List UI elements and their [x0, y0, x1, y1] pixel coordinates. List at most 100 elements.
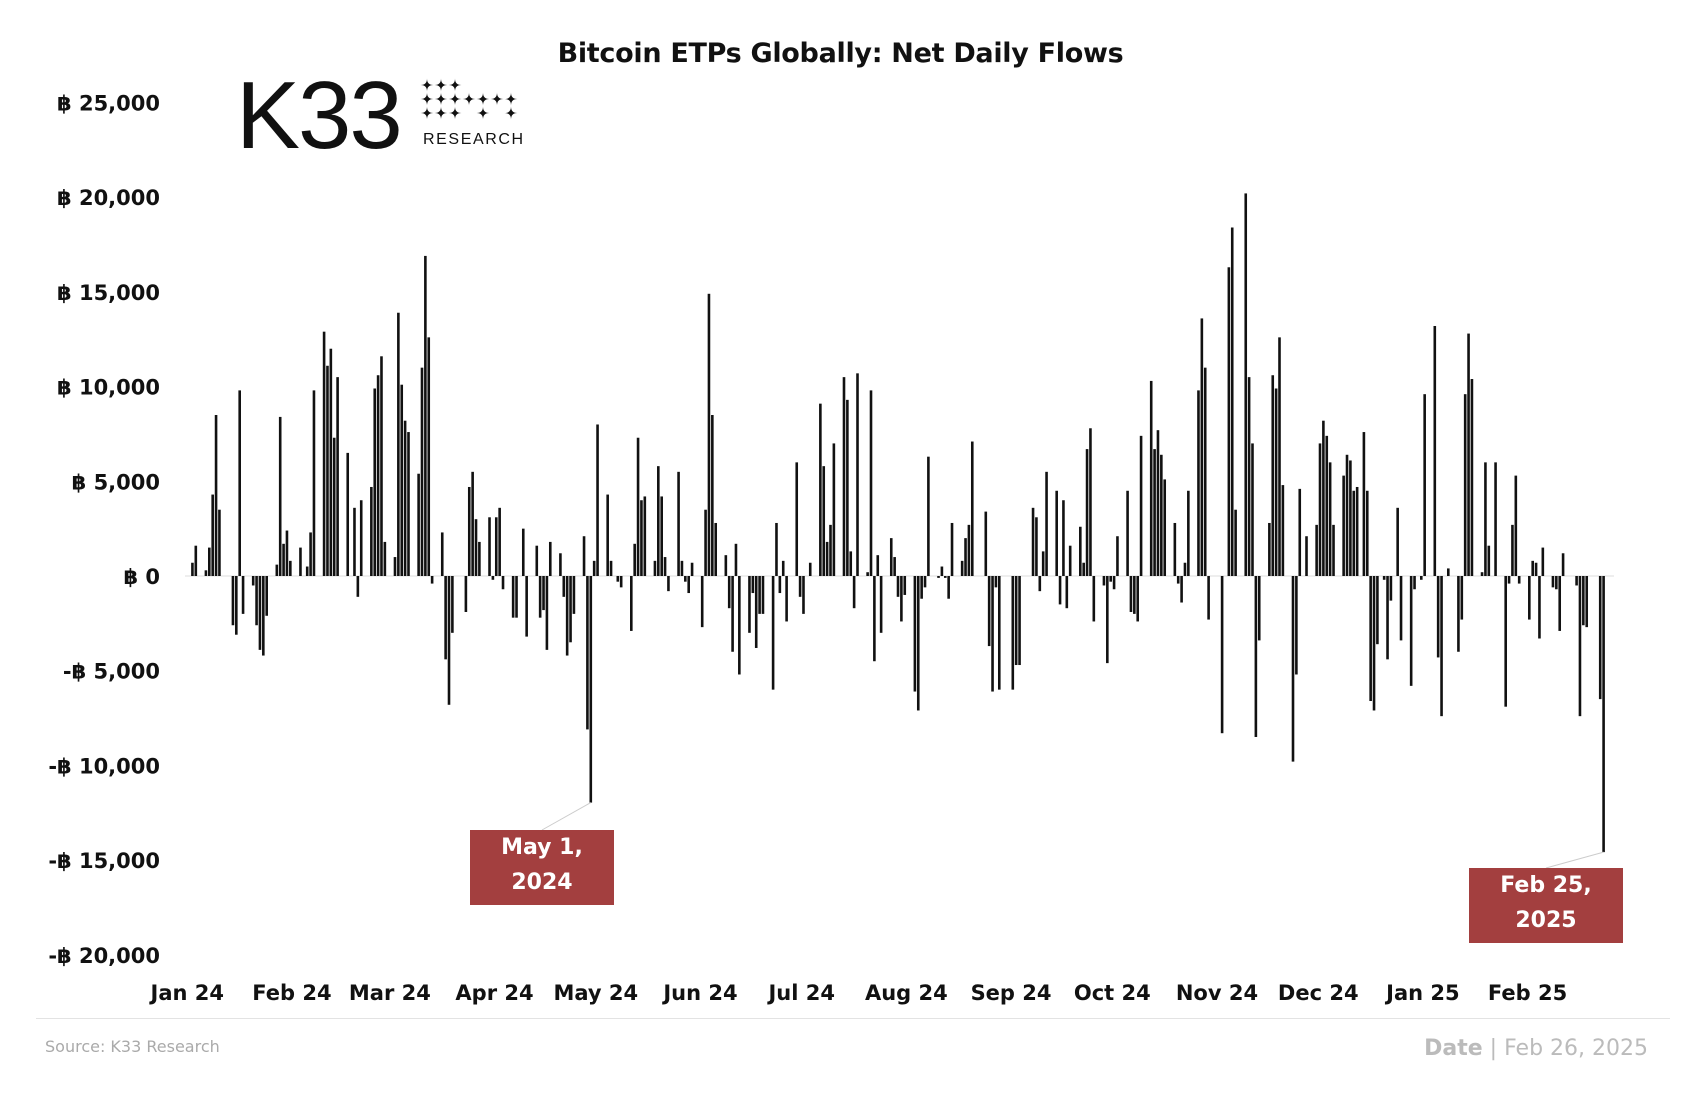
- bar: [1433, 325, 1437, 576]
- bar: [1470, 379, 1474, 576]
- bar: [353, 507, 356, 576]
- bar: [1079, 526, 1082, 576]
- bar: [289, 560, 292, 576]
- date-value: Feb 26, 2025: [1504, 1036, 1648, 1061]
- bar: [1602, 576, 1605, 853]
- bar: [1561, 553, 1565, 576]
- x-tick-label: Aug 24: [865, 981, 948, 1005]
- bar: [724, 555, 728, 576]
- bar: [819, 403, 822, 576]
- bar: [1376, 576, 1379, 645]
- bar: [596, 424, 599, 576]
- bar: [802, 576, 805, 614]
- bar: [1011, 576, 1015, 690]
- bar: [761, 576, 765, 614]
- bar: [1342, 475, 1345, 576]
- bar: [262, 576, 265, 656]
- bar: [258, 576, 262, 650]
- bar: [397, 312, 400, 576]
- bar: [282, 543, 285, 576]
- bar: [1332, 524, 1335, 576]
- bar: [1092, 576, 1096, 622]
- logo-diamond: [462, 92, 476, 106]
- bar: [1558, 576, 1562, 631]
- bar: [373, 388, 377, 576]
- logo-wordmark: K33: [236, 62, 403, 169]
- bar: [336, 377, 339, 576]
- bar: [1362, 432, 1366, 576]
- bar: [822, 466, 826, 576]
- bar: [1160, 454, 1163, 576]
- bar: [332, 437, 336, 576]
- bar: [1278, 337, 1281, 576]
- bar: [444, 576, 447, 660]
- bar: [1163, 479, 1167, 576]
- bar: [1325, 435, 1329, 576]
- bar: [643, 496, 647, 576]
- bar: [937, 576, 940, 578]
- logo-diamond: [490, 92, 504, 106]
- bar: [704, 509, 707, 576]
- bar: [430, 576, 434, 584]
- logo-diamond: [420, 78, 434, 92]
- footer-divider: [36, 1018, 1670, 1019]
- bar: [869, 390, 873, 576]
- bar: [1112, 576, 1116, 590]
- annotation-leader-line: [541, 802, 592, 831]
- bar: [619, 576, 623, 588]
- bar: [856, 373, 859, 576]
- bar: [1585, 576, 1589, 628]
- bar: [1534, 562, 1538, 576]
- bar: [275, 564, 279, 576]
- bar: [1436, 576, 1440, 658]
- bar: [1531, 560, 1534, 576]
- logo-diamond-grid-icon: [420, 78, 518, 120]
- bar: [660, 496, 663, 576]
- bar: [488, 517, 491, 576]
- bar: [1396, 507, 1399, 576]
- bar: [1176, 576, 1180, 584]
- bar: [494, 517, 498, 576]
- y-tick-label: -฿ 5,000: [63, 660, 160, 684]
- bar: [1318, 443, 1322, 576]
- bar: [359, 500, 363, 576]
- bar: [1538, 576, 1541, 639]
- bar: [738, 576, 741, 675]
- logo-diamond: [476, 106, 490, 120]
- bar: [1582, 576, 1585, 626]
- bar: [633, 543, 636, 576]
- bar: [1487, 545, 1491, 576]
- bar: [1268, 522, 1271, 576]
- bar: [1153, 449, 1156, 576]
- bar: [1345, 454, 1349, 576]
- bar: [572, 576, 576, 614]
- bar: [920, 576, 923, 599]
- bar: [1328, 462, 1332, 576]
- bar: [842, 377, 846, 576]
- bar: [1423, 394, 1426, 576]
- logo-diamond: [476, 92, 490, 106]
- bar: [903, 576, 907, 595]
- bar: [1031, 507, 1035, 576]
- bar: [734, 543, 738, 576]
- bar: [582, 536, 586, 576]
- bar-series: [191, 193, 1605, 853]
- bar: [204, 570, 208, 576]
- annotation-date: May 1, 2024: [501, 835, 583, 895]
- logo-diamond: [448, 92, 462, 106]
- bar: [498, 507, 501, 576]
- bar: [653, 560, 657, 576]
- bar: [356, 576, 360, 597]
- bar: [997, 576, 1001, 690]
- bar: [1399, 576, 1403, 641]
- bar: [852, 576, 856, 609]
- bar: [866, 572, 869, 576]
- bar: [1274, 388, 1278, 576]
- bar: [1126, 490, 1129, 576]
- bar: [994, 576, 998, 588]
- bar: [748, 576, 751, 633]
- bar: [1382, 576, 1386, 580]
- bar: [1187, 490, 1190, 576]
- bar: [231, 576, 235, 626]
- bar: [1102, 576, 1106, 586]
